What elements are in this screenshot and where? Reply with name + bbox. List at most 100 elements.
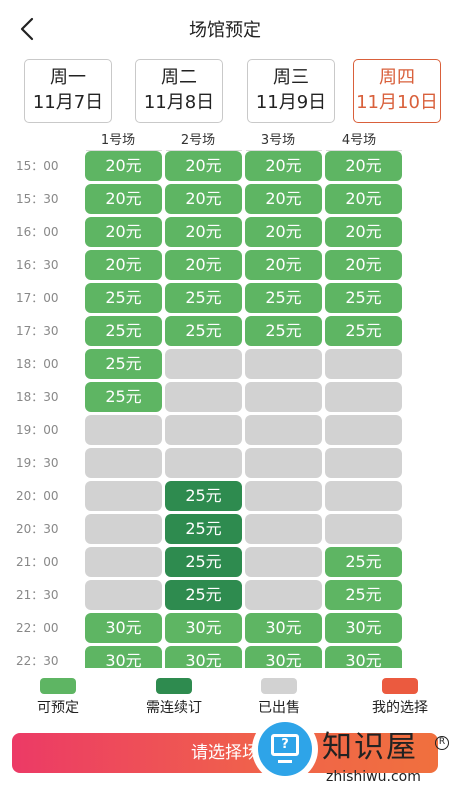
slot-avail[interactable]: 30元 <box>245 646 322 668</box>
court-header-underline <box>246 150 322 151</box>
date-tab-weekday: 周一 <box>50 67 86 88</box>
court-header: 4号场 <box>341 133 377 148</box>
slot-renew[interactable]: 25元 <box>165 547 242 577</box>
back-button[interactable] <box>14 14 42 44</box>
date-tab-weekday: 周四 <box>379 67 415 88</box>
time-label: 22：30 <box>16 654 59 668</box>
slot-avail[interactable]: 25元 <box>325 547 402 577</box>
slot-avail[interactable]: 20元 <box>245 184 322 214</box>
slot-avail[interactable]: 20元 <box>165 217 242 247</box>
slot-sold <box>85 547 162 577</box>
slot-avail[interactable]: 20元 <box>165 184 242 214</box>
slot-avail[interactable]: 20元 <box>325 217 402 247</box>
slot-renew[interactable]: 25元 <box>165 514 242 544</box>
slot-sold <box>165 349 242 379</box>
slot-sold <box>245 382 322 412</box>
time-label: 17：00 <box>16 291 59 305</box>
slot-avail[interactable]: 25元 <box>325 316 402 346</box>
legend-renew: 需连续订 <box>129 678 219 717</box>
slot-sold <box>325 382 402 412</box>
watermark-url: zhishiwu.com <box>326 769 421 785</box>
slot-avail[interactable]: 20元 <box>245 151 322 181</box>
slot-sold <box>325 514 402 544</box>
date-tab-date: 11月10日 <box>356 92 438 113</box>
slot-avail[interactable]: 30元 <box>85 613 162 643</box>
date-tab-date: 11月8日 <box>143 92 215 113</box>
watermark-title: 知识屋 <box>322 730 418 765</box>
legend: 可预定 需连续订 已出售 我的选择 <box>0 668 450 718</box>
slot-avail[interactable]: 20元 <box>325 151 402 181</box>
watermark-logo-inner: ? <box>258 722 312 776</box>
time-label: 22：00 <box>16 621 59 635</box>
slot-avail[interactable]: 20元 <box>85 250 162 280</box>
slot-sold <box>85 448 162 478</box>
court-header: 1号场 <box>100 133 136 148</box>
slot-avail[interactable]: 20元 <box>325 184 402 214</box>
legend-swatch <box>382 678 418 694</box>
slot-avail[interactable]: 25元 <box>245 316 322 346</box>
court-header: 3号场 <box>260 133 296 148</box>
slot-sold <box>85 481 162 511</box>
slot-sold <box>325 448 402 478</box>
legend-available: 可预定 <box>13 678 103 717</box>
time-label: 16：30 <box>16 258 59 272</box>
slot-sold <box>165 382 242 412</box>
slot-sold <box>325 415 402 445</box>
slot-avail[interactable]: 20元 <box>245 217 322 247</box>
slot-sold <box>325 349 402 379</box>
time-label: 20：30 <box>16 522 59 536</box>
app-header: 场馆预定 <box>0 0 450 58</box>
time-label: 18：00 <box>16 357 59 371</box>
registered-mark: R <box>435 736 449 750</box>
date-tab-3[interactable]: 周三 11月9日 <box>247 59 335 123</box>
date-tab-4[interactable]: 周四 11月10日 <box>353 59 441 123</box>
slot-avail[interactable]: 20元 <box>85 217 162 247</box>
chevron-left-icon <box>20 17 34 41</box>
booking-grid: 1号场 2号场 3号场 4号场 15：00 20元 20元 20元 20元 15：30 20元 20元… <box>0 132 450 668</box>
slot-avail[interactable]: 25元 <box>165 316 242 346</box>
slot-avail[interactable]: 30元 <box>165 646 242 668</box>
date-tab-weekday: 周二 <box>161 67 197 88</box>
slot-sold <box>165 415 242 445</box>
slot-sold <box>245 547 322 577</box>
slot-avail[interactable]: 25元 <box>165 283 242 313</box>
date-tabs: 周一 11月7日 周二 11月8日 周三 11月9日 周四 11月10日 <box>0 58 450 126</box>
watermark-logo: ? <box>252 716 318 782</box>
slot-sold <box>245 580 322 610</box>
slot-avail[interactable]: 30元 <box>165 613 242 643</box>
date-tab-1[interactable]: 周一 11月7日 <box>24 59 112 123</box>
slot-avail[interactable]: 20元 <box>325 250 402 280</box>
slot-avail[interactable]: 20元 <box>85 151 162 181</box>
slot-sold <box>85 415 162 445</box>
slot-avail[interactable]: 20元 <box>165 151 242 181</box>
court-header: 2号场 <box>180 133 216 148</box>
slot-avail[interactable]: 25元 <box>325 580 402 610</box>
slot-avail[interactable]: 25元 <box>85 349 162 379</box>
slot-avail[interactable]: 25元 <box>85 316 162 346</box>
slot-avail[interactable]: 30元 <box>85 646 162 668</box>
slot-renew[interactable]: 25元 <box>165 580 242 610</box>
date-tab-date: 11月7日 <box>32 92 104 113</box>
slot-avail[interactable]: 30元 <box>325 613 402 643</box>
slot-avail[interactable]: 20元 <box>85 184 162 214</box>
slot-avail[interactable]: 25元 <box>85 283 162 313</box>
slot-avail[interactable]: 20元 <box>245 250 322 280</box>
slot-avail[interactable]: 30元 <box>245 613 322 643</box>
slot-avail[interactable]: 30元 <box>325 646 402 668</box>
date-tab-2[interactable]: 周二 11月8日 <box>135 59 223 123</box>
slot-sold <box>325 481 402 511</box>
slot-sold <box>245 448 322 478</box>
date-tab-date: 11月9日 <box>255 92 327 113</box>
page-title: 场馆预定 <box>189 20 261 41</box>
slot-avail[interactable]: 25元 <box>85 382 162 412</box>
slot-renew[interactable]: 25元 <box>165 481 242 511</box>
help-monitor-icon: ? <box>271 734 299 756</box>
select-court-button[interactable]: 请选择场 <box>12 733 438 773</box>
slot-sold <box>245 514 322 544</box>
monitor-stand <box>278 760 292 763</box>
slot-avail[interactable]: 25元 <box>245 283 322 313</box>
court-header-underline <box>326 150 402 151</box>
slot-avail[interactable]: 25元 <box>325 283 402 313</box>
slot-avail[interactable]: 20元 <box>165 250 242 280</box>
time-label: 17：30 <box>16 324 59 338</box>
